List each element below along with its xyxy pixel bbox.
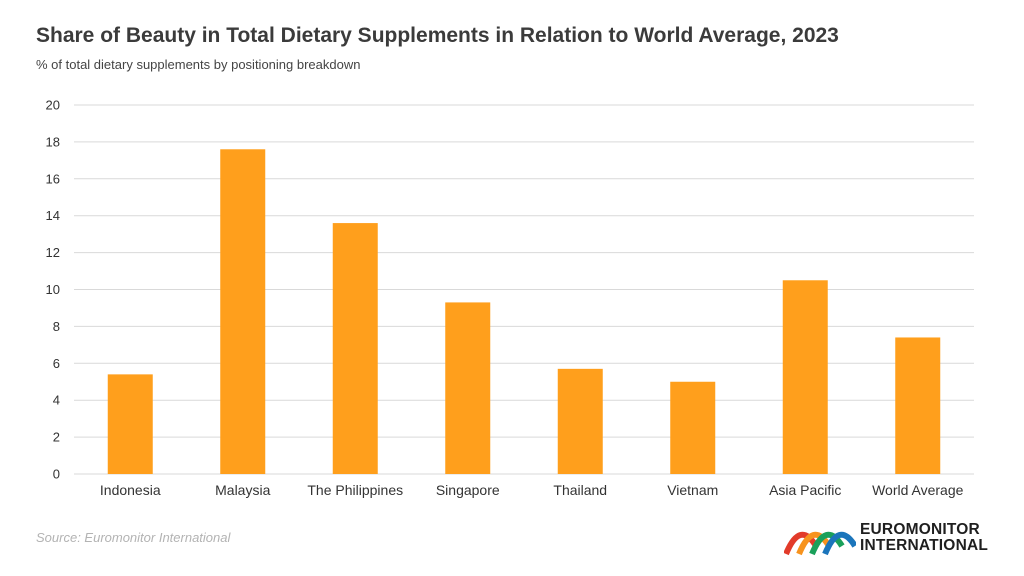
y-tick-label-2: 2 — [53, 430, 60, 445]
x-tick-label-indonesia: Indonesia — [100, 482, 161, 498]
bar-world-average — [895, 337, 941, 474]
source-note: Source: Euromonitor International — [36, 530, 231, 545]
logo-arc-1 — [784, 531, 819, 556]
bar-vietnam — [670, 381, 716, 474]
y-tick-label-8: 8 — [53, 319, 60, 334]
x-tick-label-vietnam: Vietnam — [667, 482, 718, 498]
logo-line-1: EUROMONITOR — [860, 521, 980, 538]
logo-wordmark: EUROMONITOR INTERNATIONAL — [860, 522, 988, 554]
x-tick-label-thailand: Thailand — [553, 482, 607, 498]
x-tick-label-asia-pacific: Asia Pacific — [769, 482, 841, 498]
y-tick-label-4: 4 — [53, 393, 60, 408]
x-tick-label-world-average: World Average — [872, 482, 964, 498]
bar-malaysia — [220, 149, 266, 474]
bar-the-philippines — [332, 223, 378, 474]
y-tick-label-0: 0 — [53, 467, 60, 482]
bar-asia-pacific — [782, 280, 828, 474]
chart-title: Share of Beauty in Total Dietary Supplem… — [36, 24, 839, 47]
y-tick-label-6: 6 — [53, 356, 60, 371]
logo-arc-4 — [822, 531, 856, 556]
bar-indonesia — [107, 374, 153, 474]
y-tick-label-14: 14 — [46, 208, 60, 223]
y-tick-label-16: 16 — [46, 171, 60, 186]
logo-line-2: INTERNATIONAL — [860, 537, 989, 554]
euromonitor-logo: EUROMONITOR INTERNATIONAL — [784, 522, 1004, 558]
x-tick-label-the-philippines: The Philippines — [307, 482, 403, 498]
x-tick-label-malaysia: Malaysia — [215, 482, 270, 498]
chart-subtitle: % of total dietary supplements by positi… — [36, 57, 361, 72]
y-tick-label-20: 20 — [46, 98, 60, 113]
y-tick-label-18: 18 — [46, 134, 60, 149]
x-tick-label-singapore: Singapore — [436, 482, 500, 498]
y-tick-label-10: 10 — [46, 282, 60, 297]
logo-arc-2 — [796, 531, 832, 556]
logo-arc-3 — [809, 531, 845, 556]
bar-thailand — [557, 368, 603, 474]
bar-singapore — [445, 302, 491, 474]
y-tick-label-12: 12 — [46, 245, 60, 260]
euromonitor-logo-icon — [784, 531, 856, 556]
